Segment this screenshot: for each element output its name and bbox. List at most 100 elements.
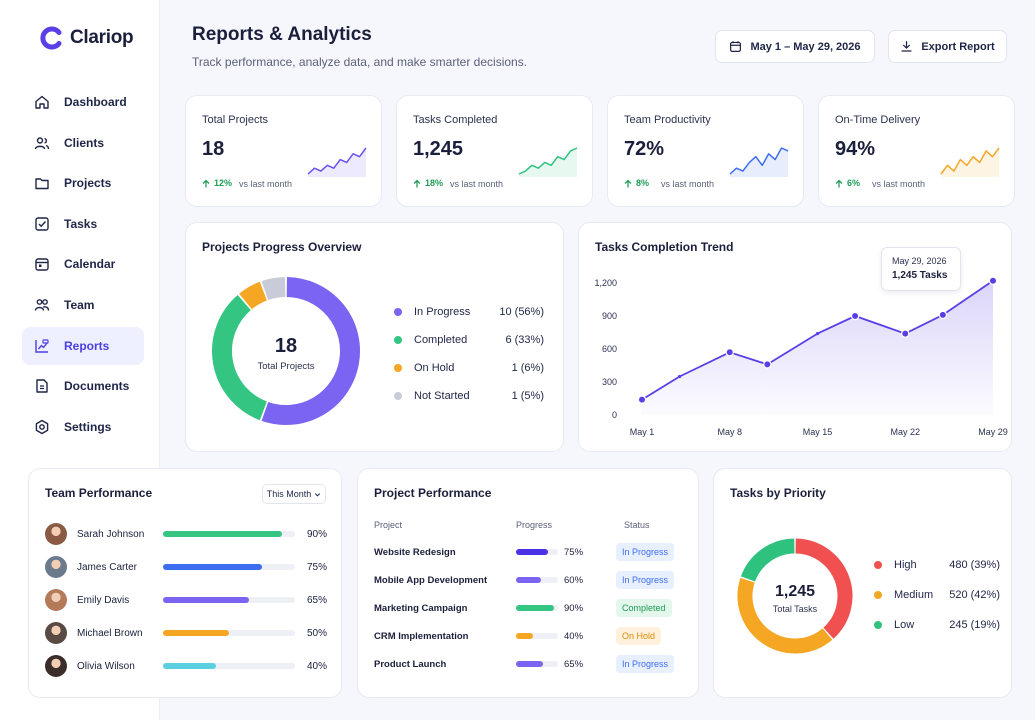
donut-slice-not-started[interactable] bbox=[261, 277, 286, 301]
team-icon bbox=[34, 299, 50, 311]
progress-track bbox=[516, 577, 558, 583]
sidebar-item-projects[interactable]: Projects bbox=[22, 164, 144, 202]
kpi-delta-value: 18% bbox=[425, 178, 444, 188]
donut-slice-in-progress[interactable] bbox=[261, 277, 360, 425]
x-tick-label: May 29 bbox=[978, 427, 1008, 437]
progress-track bbox=[516, 633, 558, 639]
y-tick-label: 600 bbox=[602, 344, 617, 354]
kpi-sparkline bbox=[518, 147, 578, 177]
tasks-trend-chart: 1,200 900 600 300 0 May 1 May 8 May 15 May 22 May… bbox=[594, 276, 1008, 437]
kpi-delta: 6% bbox=[835, 178, 860, 188]
priority-donut-label: Total Tasks bbox=[772, 604, 818, 614]
projects-progress-title: Projects Progress Overview bbox=[202, 240, 362, 254]
sidebar-item-label: Projects bbox=[64, 176, 112, 191]
period-select[interactable]: This Month bbox=[262, 484, 326, 504]
sparkline-line bbox=[940, 147, 1000, 175]
progress-fill bbox=[163, 564, 262, 570]
donut-slice-low[interactable] bbox=[740, 538, 795, 582]
trend-point[interactable] bbox=[988, 276, 998, 286]
legend-label: High bbox=[894, 559, 917, 571]
kpi-card: Total Projects 18 12% vs last month bbox=[185, 95, 382, 207]
member-percent: 75% bbox=[307, 561, 328, 573]
projects-donut-label: Total Projects bbox=[257, 361, 315, 372]
team-member-row[interactable]: Olivia Wilson 40% bbox=[45, 653, 335, 679]
export-report-button[interactable]: Export Report bbox=[888, 30, 1007, 63]
kpi-delta-value: 8% bbox=[636, 178, 650, 188]
table-row[interactable]: Product Launch 65% In Progress bbox=[374, 654, 694, 674]
progress-track bbox=[163, 597, 295, 603]
home-icon bbox=[35, 95, 49, 109]
project-name: Mobile App Development bbox=[374, 574, 488, 586]
table-row[interactable]: Website Redesign 75% In Progress bbox=[374, 542, 694, 562]
table-row[interactable]: Marketing Campaign 90% Completed bbox=[374, 598, 694, 618]
progress-track bbox=[163, 564, 295, 570]
table-row[interactable]: Mobile App Development 60% In Progress bbox=[374, 570, 694, 590]
trend-point[interactable] bbox=[725, 348, 734, 357]
logo[interactable]: Clariop bbox=[40, 26, 134, 50]
kpi-delta: 12% bbox=[202, 178, 232, 188]
sidebar-nav: Dashboard Clients Projects Tasks Calendar Tea… bbox=[22, 83, 144, 448]
table-row[interactable]: CRM Implementation 40% On Hold bbox=[374, 626, 694, 646]
legend-dot bbox=[874, 591, 882, 599]
sidebar-item-label: Reports bbox=[64, 338, 110, 353]
team-member-row[interactable]: Emily Davis 65% bbox=[45, 587, 335, 613]
kpi-sparkline bbox=[940, 147, 1000, 177]
legend-dot bbox=[394, 308, 402, 316]
sidebar-item-clients[interactable]: Clients bbox=[22, 124, 144, 162]
trend-point[interactable] bbox=[815, 332, 820, 336]
sidebar-item-label: Settings bbox=[64, 419, 112, 434]
trend-point[interactable] bbox=[637, 395, 647, 404]
projects-donut-total: 18 bbox=[274, 335, 298, 357]
kpi-sparkline bbox=[729, 147, 789, 177]
donut-slice-medium[interactable] bbox=[737, 577, 833, 654]
donut-slice-on-hold[interactable] bbox=[239, 281, 268, 310]
sidebar-item-tasks[interactable]: Tasks bbox=[22, 205, 144, 243]
donut-slice-completed[interactable] bbox=[212, 294, 268, 421]
legend-label: Completed bbox=[414, 334, 468, 346]
team-member-row[interactable]: James Carter 75% bbox=[45, 554, 335, 580]
trend-point[interactable] bbox=[678, 374, 682, 379]
arrow-up-icon bbox=[835, 179, 843, 187]
kpi-value: 18 bbox=[202, 138, 225, 160]
kpi-comparison: vs last month bbox=[450, 179, 504, 189]
team-member-row[interactable]: Michael Brown 50% bbox=[45, 620, 335, 646]
sidebar-item-reports[interactable]: Reports bbox=[22, 326, 144, 365]
trend-point[interactable] bbox=[938, 310, 948, 320]
progress-fill bbox=[516, 605, 554, 611]
progress-fill bbox=[516, 661, 544, 667]
tooltip-value: 1,245 Tasks bbox=[892, 270, 948, 281]
status-badge: In Progress bbox=[616, 543, 675, 561]
sidebar-item-calendar[interactable]: Calendar bbox=[22, 245, 144, 283]
sidebar-item-documents[interactable]: Documents bbox=[22, 367, 144, 405]
project-percent: 90% bbox=[564, 602, 584, 614]
chevron-down-icon bbox=[315, 492, 321, 497]
progress-track bbox=[163, 531, 295, 537]
legend-value: 245 (19%) bbox=[949, 619, 1000, 631]
team-member-row[interactable]: Sarah Johnson 90% bbox=[45, 521, 335, 547]
sparkline-area bbox=[941, 148, 999, 177]
project-performance-card: Project Performance Project Progress Sta… bbox=[357, 468, 699, 698]
trend-point[interactable] bbox=[850, 311, 860, 321]
sidebar-item-dashboard[interactable]: Dashboard bbox=[22, 83, 144, 121]
legend-item: Medium 520 (42%) bbox=[874, 589, 1000, 601]
member-name: James Carter bbox=[77, 561, 138, 573]
date-range-button[interactable]: May 1 – May 29, 2026 bbox=[715, 30, 875, 63]
legend-item: In Progress 10 (56%) bbox=[394, 306, 544, 318]
legend-item: High 480 (39%) bbox=[874, 559, 1000, 571]
trend-point[interactable] bbox=[901, 329, 910, 338]
kpi-comparison: vs last month bbox=[661, 179, 715, 189]
kpi-comparison: vs last month bbox=[872, 179, 926, 189]
priority-donut-chart bbox=[737, 538, 853, 654]
arrow-up-icon bbox=[202, 179, 210, 187]
users-icon bbox=[34, 136, 50, 149]
sidebar-item-team[interactable]: Team bbox=[22, 286, 144, 324]
y-tick-label: 0 bbox=[612, 410, 617, 420]
legend-dot bbox=[874, 621, 882, 629]
avatar bbox=[45, 556, 67, 578]
donut-slice-high[interactable] bbox=[795, 538, 853, 639]
legend-dot bbox=[394, 336, 402, 344]
logo-icon bbox=[40, 26, 62, 50]
sidebar-item-settings[interactable]: Settings bbox=[22, 408, 144, 446]
progress-track bbox=[516, 549, 558, 555]
trend-point[interactable] bbox=[763, 360, 772, 369]
